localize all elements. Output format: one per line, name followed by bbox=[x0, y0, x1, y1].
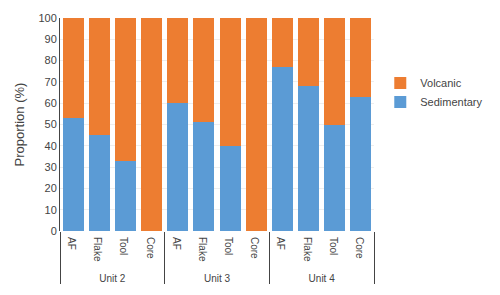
svg-text:Proportion (%): Proportion (%) bbox=[12, 83, 27, 167]
svg-text:Core: Core bbox=[145, 237, 156, 259]
svg-text:Flake: Flake bbox=[197, 237, 208, 262]
svg-text:Tool: Tool bbox=[328, 237, 339, 255]
svg-text:Core: Core bbox=[354, 237, 365, 259]
svg-text:AF: AF bbox=[275, 237, 286, 250]
svg-text:AF: AF bbox=[66, 237, 77, 250]
svg-text:Unit 3: Unit 3 bbox=[204, 273, 231, 284]
svg-text:0: 0 bbox=[51, 225, 57, 237]
svg-text:100: 100 bbox=[38, 12, 56, 24]
svg-text:10: 10 bbox=[45, 204, 57, 216]
svg-text:Unit 4: Unit 4 bbox=[309, 273, 336, 284]
svg-text:Tool: Tool bbox=[223, 237, 234, 255]
svg-text:30: 30 bbox=[45, 161, 57, 173]
svg-text:Flake: Flake bbox=[302, 237, 313, 262]
svg-text:Volcanic: Volcanic bbox=[420, 77, 461, 89]
svg-text:80: 80 bbox=[45, 54, 57, 66]
svg-text:Tool: Tool bbox=[118, 237, 129, 255]
svg-text:Core: Core bbox=[249, 237, 260, 259]
svg-text:50: 50 bbox=[45, 118, 57, 130]
svg-text:Flake: Flake bbox=[92, 237, 103, 262]
svg-text:Unit 2: Unit 2 bbox=[99, 273, 126, 284]
svg-text:90: 90 bbox=[45, 33, 57, 45]
svg-text:AF: AF bbox=[171, 237, 182, 250]
svg-text:60: 60 bbox=[45, 97, 57, 109]
svg-text:70: 70 bbox=[45, 76, 57, 88]
svg-text:20: 20 bbox=[45, 182, 57, 194]
svg-text:40: 40 bbox=[45, 140, 57, 152]
svg-text:Sedimentary: Sedimentary bbox=[420, 96, 482, 108]
